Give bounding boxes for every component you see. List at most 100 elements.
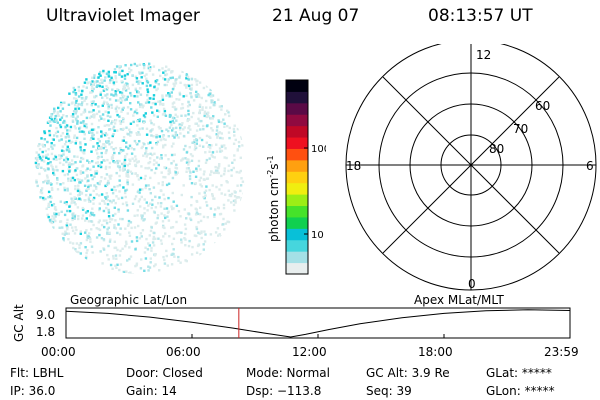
uv-pixel [159, 74, 162, 78]
uv-pixel [91, 212, 95, 215]
uv-pixel [185, 259, 188, 263]
uv-pixel [207, 145, 210, 148]
uv-pixel [216, 227, 220, 230]
uv-pixel [126, 173, 130, 176]
colorbar-unit-label: photon cm-2s-1 [266, 155, 281, 242]
uv-pixel [99, 250, 102, 253]
uv-pixel [71, 213, 74, 216]
uv-pixel [223, 144, 226, 147]
uv-pixel [104, 184, 107, 188]
uv-pixel [97, 164, 100, 168]
uv-pixel [239, 156, 242, 159]
uv-pixel [158, 68, 161, 72]
uv-pixel [96, 142, 99, 145]
uv-pixel [149, 119, 152, 122]
uv-pixel [60, 210, 63, 213]
uv-pixel [111, 120, 114, 123]
uv-pixel [238, 145, 241, 148]
uv-pixel [74, 112, 78, 115]
uv-pixel [113, 161, 116, 164]
uv-pixel [202, 248, 205, 251]
uv-pixel [101, 96, 104, 99]
uv-pixel [177, 136, 180, 139]
uv-pixel [164, 143, 167, 147]
uv-pixel [39, 196, 42, 199]
uv-pixel [125, 172, 128, 175]
uv-pixel [224, 147, 227, 150]
uv-pixel [53, 117, 57, 121]
uv-pixel [193, 234, 197, 237]
uv-pixel [72, 86, 75, 90]
uv-pixel [103, 177, 107, 180]
uv-pixel [118, 65, 121, 68]
uv-pixel [161, 225, 165, 229]
uv-pixel [211, 184, 214, 187]
uv-pixel [146, 101, 149, 104]
uv-pixel [145, 77, 148, 80]
uv-pixel [74, 97, 78, 101]
uv-pixel [99, 180, 102, 183]
uv-pixel [161, 181, 164, 184]
orbit-timeline: GC Alt 9.0 1.8 Geographic Lat/Lon Apex M… [12, 293, 579, 359]
uv-pixel [160, 242, 163, 245]
uv-pixel [65, 148, 69, 151]
uv-pixel [115, 110, 118, 113]
uv-pixel [198, 179, 201, 182]
uv-pixel [69, 125, 73, 129]
uv-pixel [68, 139, 71, 143]
uv-pixel [81, 217, 84, 220]
uv-pixel [88, 200, 91, 203]
uv-pixel [184, 144, 187, 148]
uv-pixel [172, 142, 175, 145]
uv-pixel [92, 83, 95, 86]
uv-pixel [117, 197, 120, 200]
uv-pixel [222, 203, 226, 207]
uv-pixel [205, 200, 208, 204]
uv-pixel [169, 120, 172, 124]
uv-pixel [126, 209, 130, 212]
uv-pixel [73, 125, 77, 128]
uv-pixel [179, 81, 182, 84]
uv-pixel [49, 200, 52, 204]
uv-pixel [59, 125, 63, 129]
uv-pixel [64, 126, 67, 130]
uv-pixel [162, 144, 165, 147]
uv-pixel [121, 69, 124, 73]
uv-pixel [50, 145, 53, 148]
uv-pixel [121, 202, 125, 206]
uv-pixel [77, 217, 80, 221]
uv-pixel [183, 208, 186, 211]
uv-pixel [85, 126, 88, 129]
uv-pixel [113, 71, 116, 74]
uv-pixel [94, 170, 97, 173]
uv-pixel [51, 215, 54, 218]
uv-pixel [211, 151, 215, 154]
uv-pixel [118, 174, 121, 178]
uv-pixel [187, 100, 190, 104]
uv-pixel [215, 143, 218, 146]
uv-pixel [192, 141, 196, 144]
uv-pixel [223, 125, 226, 128]
uv-pixel [135, 132, 138, 135]
uv-pixel [142, 104, 145, 107]
uv-pixel [65, 225, 69, 228]
uv-pixel [71, 218, 74, 222]
uv-pixel [135, 236, 139, 239]
uv-pixel [173, 84, 176, 87]
uv-pixel [143, 207, 146, 210]
polar-grid: 12 0 18 6 60 70 80 [345, 44, 597, 291]
uv-pixel [101, 104, 104, 107]
uv-pixel [183, 237, 186, 240]
uv-pixel [222, 206, 226, 210]
uv-pixel [170, 226, 173, 229]
uv-pixel [136, 124, 139, 127]
gain-value: Gain: 14 [126, 384, 177, 398]
uv-pixel [209, 173, 212, 176]
time-label: 08:13:57 UT [428, 6, 533, 26]
uv-pixel [120, 110, 123, 113]
uv-pixel [208, 92, 211, 95]
uv-pixel [77, 103, 80, 106]
uv-pixel [211, 99, 215, 102]
uv-pixel [141, 71, 144, 74]
uv-pixel [167, 196, 170, 200]
